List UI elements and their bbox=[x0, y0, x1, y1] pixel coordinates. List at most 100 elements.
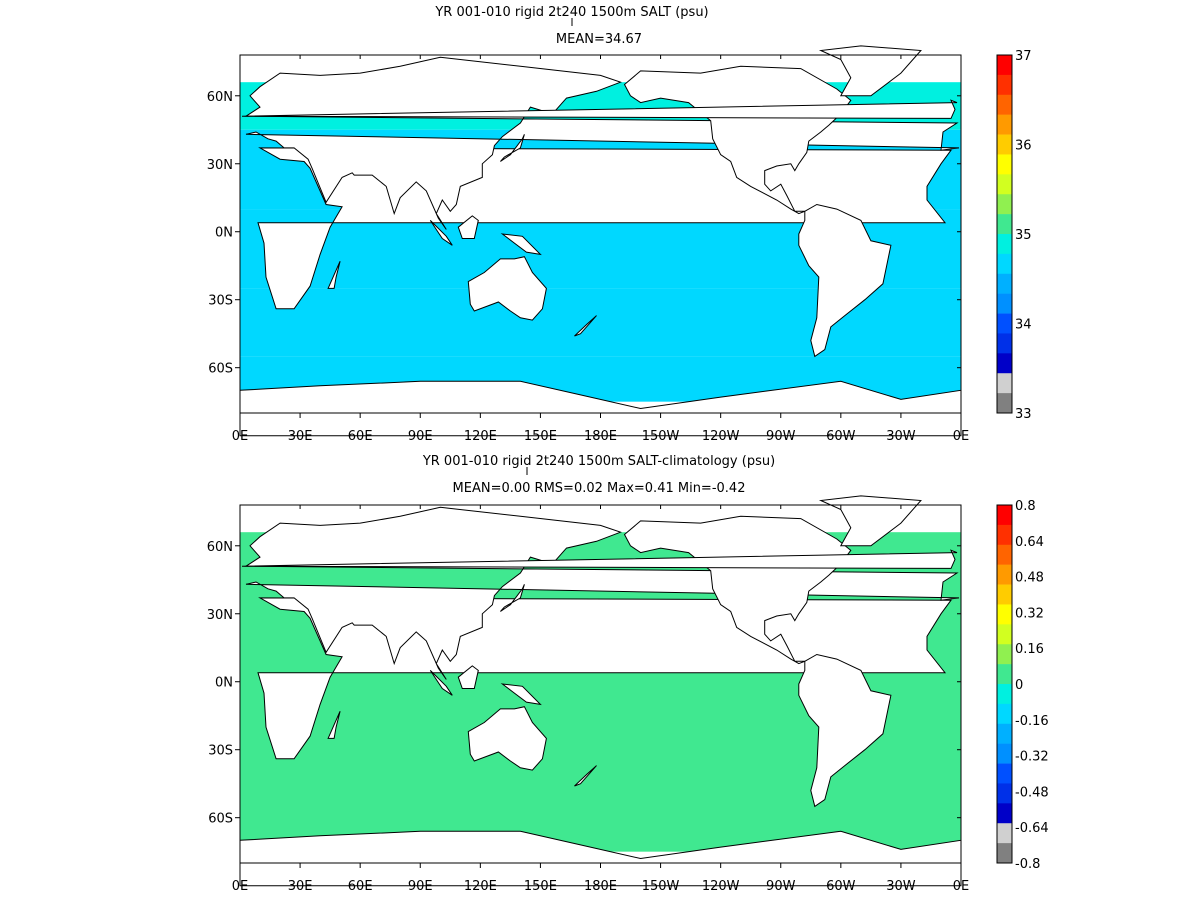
colorbar-swatch bbox=[997, 154, 1012, 175]
colorbar-frame bbox=[996, 54, 1013, 414]
landmass-south-america bbox=[798, 203, 892, 358]
colorbar-swatch bbox=[997, 333, 1012, 354]
landmass-new-guinea bbox=[500, 233, 542, 256]
colorbar-label: 37 bbox=[1015, 49, 1032, 64]
x-tick-label: 90W bbox=[766, 879, 796, 894]
y-axis-ticks-2: 60N 30N 0N 30S 60S bbox=[207, 540, 961, 827]
panel-1-title: YR 001-010 rigid 2t240 1500m SALT (psu) bbox=[434, 5, 708, 20]
landmass-greenland bbox=[818, 45, 922, 97]
colorbar-label: 0.16 bbox=[1015, 642, 1044, 657]
colorbar-swatch bbox=[997, 763, 1012, 784]
y-tick-label: 60S bbox=[208, 812, 233, 827]
x-tick-label: 90E bbox=[408, 879, 433, 894]
x-tick-label: 90W bbox=[766, 429, 796, 444]
colorbar-label: -0.16 bbox=[1015, 714, 1049, 729]
landmass-new-zealand bbox=[574, 765, 597, 787]
colorbar-swatch bbox=[997, 174, 1012, 195]
colorbar-swatch bbox=[997, 544, 1012, 565]
landmass-japan bbox=[500, 584, 525, 612]
colorbar-label: 36 bbox=[1015, 139, 1032, 154]
colorbar-swatch bbox=[997, 114, 1012, 135]
colorbar-swatch bbox=[997, 703, 1012, 725]
x-tick-label: 30W bbox=[886, 879, 916, 894]
colorbar-swatch bbox=[997, 393, 1012, 414]
colorbar-label: 34 bbox=[1015, 318, 1032, 333]
colorbar-swatch bbox=[997, 664, 1012, 685]
y-tick-label: 60S bbox=[208, 362, 233, 377]
y-tick-label: 30S bbox=[208, 294, 233, 309]
colorbar-label: 0.32 bbox=[1015, 606, 1044, 621]
panel-salt: YR 001-010 rigid 2t240 1500m SALT (psu) … bbox=[207, 5, 1032, 444]
colorbar-frame bbox=[996, 504, 1013, 864]
y-tick-label: 30N bbox=[207, 608, 233, 623]
colorbar-swatch bbox=[997, 55, 1012, 76]
colorbar-swatch bbox=[997, 234, 1012, 255]
colorbar-swatch bbox=[997, 684, 1012, 705]
colorbar-swatch bbox=[997, 604, 1012, 625]
colorbar-swatch bbox=[997, 373, 1012, 394]
colorbar-swatch bbox=[997, 134, 1012, 155]
x-tick-label: 150W bbox=[642, 879, 680, 894]
landmass-north-america bbox=[623, 515, 852, 665]
panel-2-subtitle: MEAN=0.00 RMS=0.02 Max=0.41 Min=-0.42 bbox=[453, 481, 746, 496]
colorbar-swatch bbox=[997, 723, 1012, 744]
y-axis-ticks-1: 60N 30N 0N 30S 60S bbox=[207, 90, 961, 377]
x-tick-label: 180E bbox=[584, 879, 617, 894]
colorbar-swatch bbox=[997, 505, 1012, 526]
panel-2-title: YR 001-010 rigid 2t240 1500m SALT-climat… bbox=[422, 454, 775, 469]
landmass-antarctica bbox=[239, 830, 962, 887]
colorbar-label: 0.8 bbox=[1015, 499, 1036, 514]
landmass-north-america bbox=[623, 65, 852, 215]
y-tick-label: 0N bbox=[215, 226, 233, 241]
colorbar-swatch bbox=[997, 94, 1012, 115]
x-axis-ticks-1: 0E 30E 60E 90E 120E 150E 180E 150W 120W 90W 60W 30W… bbox=[232, 55, 970, 444]
landmass-eurasia bbox=[244, 56, 960, 230]
x-tick-label: 150E bbox=[524, 879, 557, 894]
landmass-south-america bbox=[798, 653, 892, 808]
y-tick-label: 30N bbox=[207, 158, 233, 173]
colorbar-swatch bbox=[997, 214, 1012, 235]
landmass-uk bbox=[241, 99, 958, 119]
map-salt bbox=[239, 45, 962, 437]
colorbar-swatch bbox=[997, 194, 1012, 215]
landmass-japan bbox=[500, 134, 525, 162]
colorbar-2: 0.8 0.64 0.48 0.32 0.16 0 -0.16 -0.32 -0.48 -0.64… bbox=[996, 499, 1049, 872]
colorbar-swatch bbox=[997, 524, 1012, 546]
x-tick-label: 120E bbox=[464, 879, 497, 894]
colorbar-label: -0.64 bbox=[1015, 821, 1049, 836]
x-tick-label: 0E bbox=[953, 879, 970, 894]
x-tick-label: 0E bbox=[232, 879, 249, 894]
colorbar-label: -0.48 bbox=[1015, 785, 1049, 800]
x-tick-label: 60E bbox=[348, 429, 373, 444]
x-tick-label: 180E bbox=[584, 429, 617, 444]
x-tick-label: 150E bbox=[524, 429, 557, 444]
panel-1-subtitle: MEAN=34.67 bbox=[556, 32, 642, 47]
x-tick-label: 60E bbox=[348, 879, 373, 894]
landmass-borneo bbox=[457, 215, 479, 239]
colorbar-swatch bbox=[997, 353, 1012, 374]
landmass-borneo bbox=[457, 665, 479, 689]
colorbar-swatch bbox=[997, 823, 1012, 844]
y-tick-label: 0N bbox=[215, 676, 233, 691]
colorbar-swatch bbox=[997, 313, 1012, 334]
colorbar-label: 0.64 bbox=[1015, 535, 1044, 550]
colorbar-swatch bbox=[997, 273, 1012, 294]
x-tick-label: 120W bbox=[702, 429, 740, 444]
y-tick-label: 60N bbox=[207, 90, 233, 105]
colorbar-swatch bbox=[997, 293, 1012, 314]
landmass-sumatra bbox=[429, 220, 453, 246]
x-tick-label: 0E bbox=[953, 429, 970, 444]
x-tick-label: 30E bbox=[288, 879, 313, 894]
x-tick-label: 30E bbox=[288, 429, 313, 444]
colorbar-swatch bbox=[997, 644, 1012, 665]
colorbar-swatch bbox=[997, 74, 1012, 96]
colorbar-swatch bbox=[997, 253, 1012, 275]
landmass-australia bbox=[467, 256, 547, 321]
landmass-madagascar bbox=[327, 710, 341, 739]
landmass-greenland bbox=[818, 495, 922, 547]
landmass-new-guinea bbox=[500, 683, 542, 706]
colorbar-swatch bbox=[997, 564, 1012, 585]
x-tick-label: 120E bbox=[464, 429, 497, 444]
map-salt-anomaly bbox=[239, 495, 962, 887]
